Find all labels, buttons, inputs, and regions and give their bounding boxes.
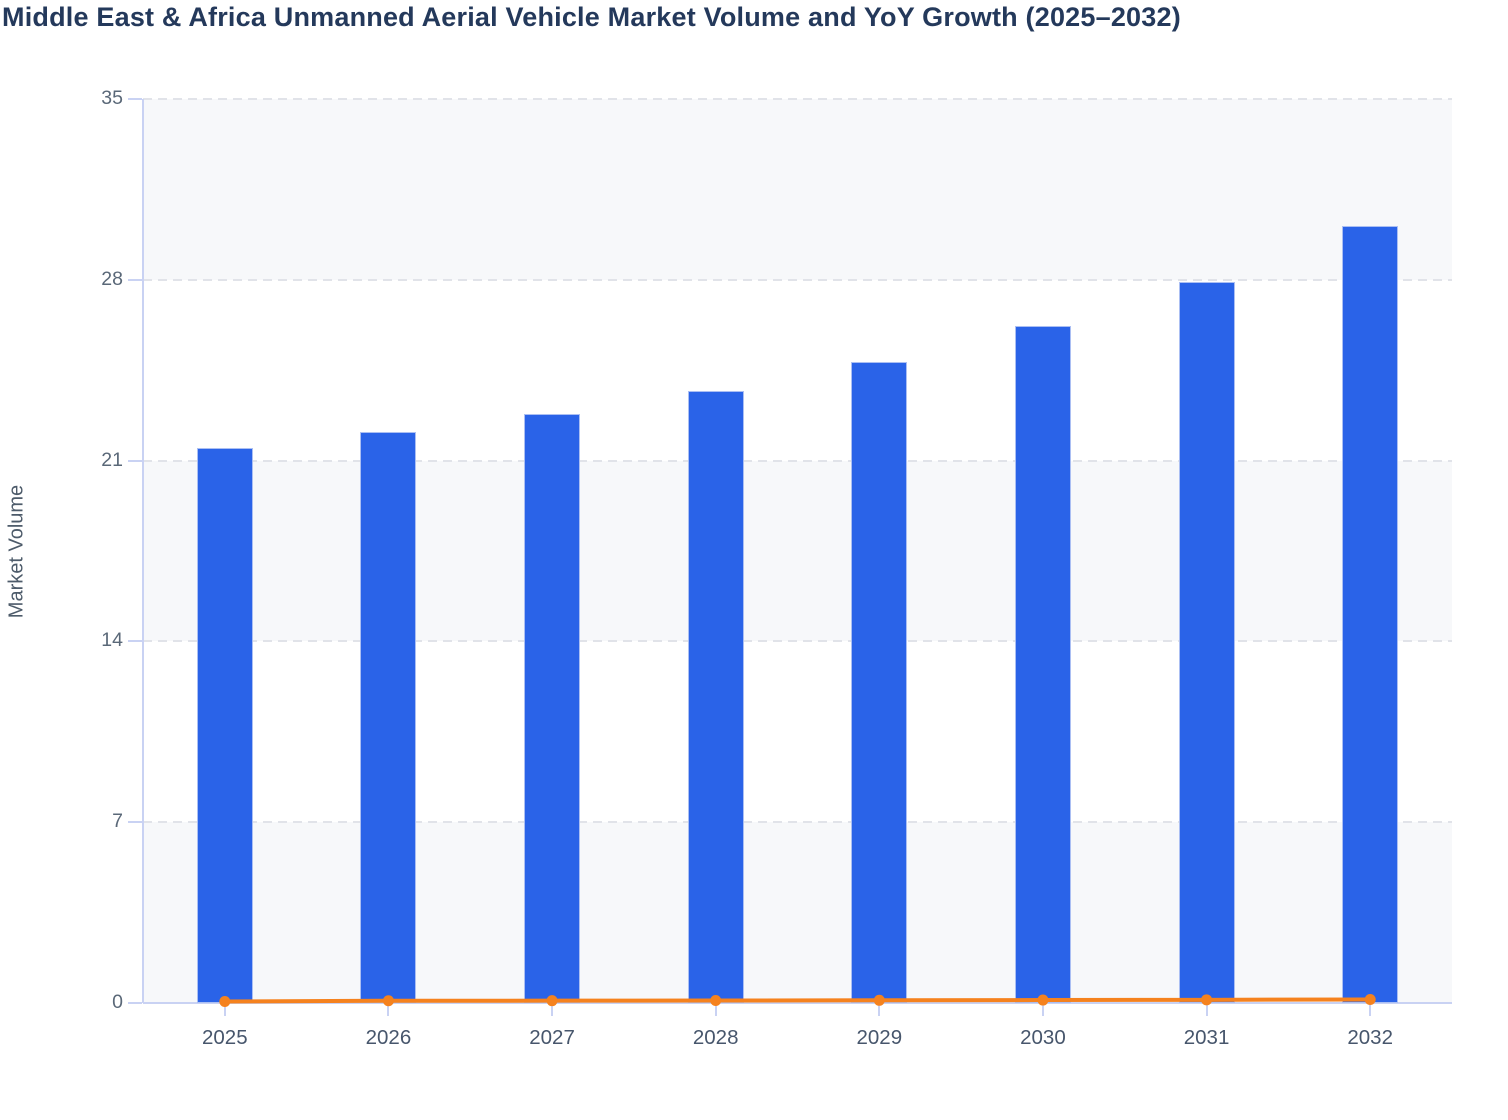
x-tick-label: 2026 (365, 1026, 412, 1049)
yoy-marker-2031[interactable] (1201, 994, 1213, 1006)
x-tick-label: 2025 (202, 1026, 248, 1049)
yoy-marker-2026[interactable] (382, 995, 394, 1007)
x-axis-tick (1369, 1003, 1372, 1016)
y-axis-tick (128, 1002, 142, 1004)
x-tick-label: 2030 (1020, 1026, 1066, 1049)
y-tick-label: 35 (101, 87, 123, 109)
gridline (143, 459, 1452, 462)
y-tick-label: 7 (112, 810, 123, 833)
yoy-marker-2025[interactable] (219, 996, 231, 1007)
yoy-marker-2032[interactable] (1364, 993, 1376, 1005)
bar-2030[interactable] (1014, 326, 1071, 1003)
bar-2032[interactable] (1342, 225, 1399, 1003)
x-tick-label: 2027 (529, 1026, 575, 1049)
x-tick-label: 2029 (856, 1026, 903, 1049)
x-axis-tick (878, 1003, 881, 1016)
y-tick-label: 0 (112, 991, 123, 1013)
x-axis-line (143, 1002, 1452, 1004)
x-tick-label: 2032 (1347, 1026, 1393, 1049)
x-axis-tick (223, 1003, 226, 1016)
bar-2027[interactable] (524, 414, 581, 1003)
yoy-marker-2030[interactable] (1037, 994, 1049, 1006)
y-axis-tick (128, 640, 142, 643)
yoy-marker-2029[interactable] (873, 994, 885, 1006)
y-tick-label: 28 (101, 267, 123, 290)
x-axis-tick (551, 1003, 554, 1016)
y-axis-tick (128, 459, 142, 462)
yoy-marker-2027[interactable] (546, 995, 558, 1007)
x-axis-tick (1041, 1003, 1044, 1016)
x-tick-label: 2031 (1183, 1026, 1230, 1049)
grid-band (143, 99, 1452, 280)
y-axis-tick (128, 821, 142, 824)
gridline (143, 821, 1452, 824)
y-axis-line (142, 99, 144, 1003)
y-tick-label: 14 (101, 629, 123, 652)
bar-2029[interactable] (851, 362, 908, 1003)
x-axis-tick (714, 1003, 717, 1016)
x-tick-label: 2028 (692, 1026, 739, 1049)
gridline (143, 98, 1452, 100)
bar-2026[interactable] (360, 432, 417, 1003)
yoy-marker-2028[interactable] (710, 994, 722, 1006)
x-axis-tick (1205, 1003, 1208, 1016)
yoy-growth-line (222, 997, 1373, 1004)
y-tick-label: 21 (101, 448, 123, 471)
bar-2028[interactable] (687, 390, 744, 1003)
y-axis-tick (128, 98, 142, 100)
y-axis-tick (128, 278, 142, 281)
bar-2031[interactable] (1178, 282, 1235, 1003)
gridline (143, 640, 1452, 643)
gridline (143, 278, 1452, 281)
x-axis-tick (387, 1003, 390, 1016)
chart-title: Middle East & Africa Unmanned Aerial Veh… (2, 2, 1181, 32)
bar-2025[interactable] (196, 447, 253, 1003)
